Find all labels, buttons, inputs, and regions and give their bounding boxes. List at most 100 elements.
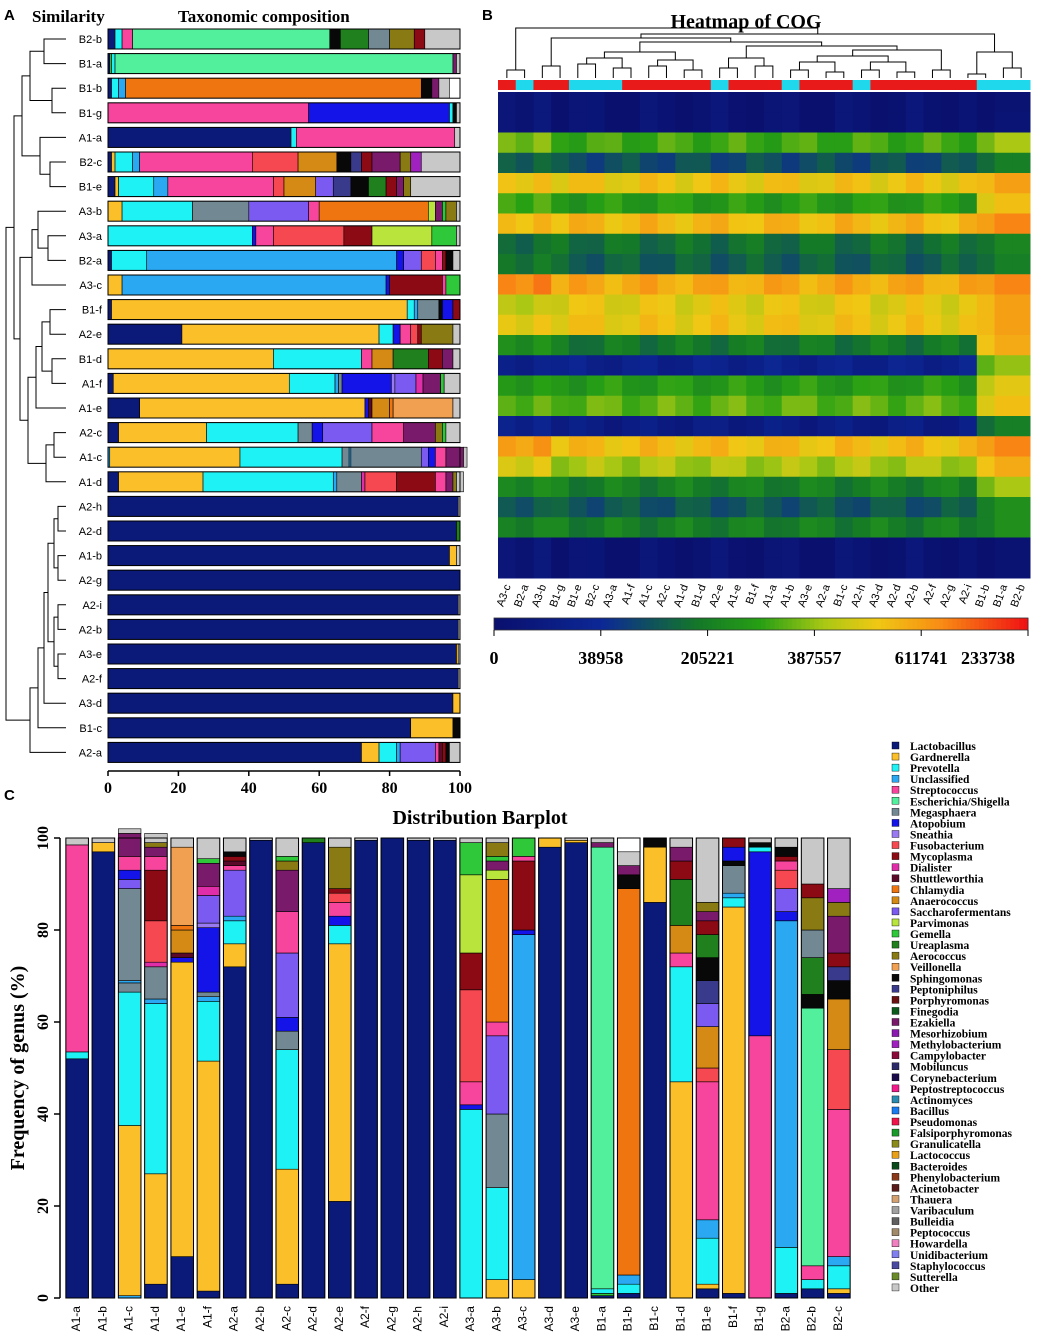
- colorbar-step: [667, 618, 673, 630]
- colorbar-step: [636, 618, 642, 630]
- a-bar-segment: [111, 299, 408, 320]
- legend-label: Lactobacillus: [910, 741, 976, 753]
- heatmap-cell: [888, 456, 907, 478]
- legend-swatch: [891, 1029, 900, 1037]
- heatmap-cell: [817, 112, 836, 133]
- heatmap-cell: [551, 173, 570, 194]
- legend-swatch: [891, 1062, 900, 1070]
- a-bar-segment: [449, 102, 454, 124]
- heatmap-cell: [728, 193, 747, 214]
- heatmap-cell: [870, 416, 889, 437]
- a-bar-segment: [454, 127, 461, 148]
- a-bar-segment: [403, 250, 422, 271]
- c-bar-segment: [695, 957, 720, 981]
- heatmap-cell: [799, 355, 818, 376]
- legend-label: Peptoniphilus: [910, 984, 978, 996]
- heatmap-cell: [888, 112, 907, 133]
- heatmap-cell: [799, 213, 818, 235]
- a-bar-segment: [192, 200, 250, 222]
- c-bar-segment: [669, 846, 693, 862]
- heatmap-cell: [639, 213, 659, 235]
- a-bar-segment: [107, 619, 459, 640]
- c-bar-segment: [774, 1293, 798, 1299]
- heatmap-cell: [799, 193, 818, 214]
- heatmap-cell: [586, 395, 605, 417]
- panel-a-letter: A: [4, 7, 15, 24]
- c-bar-outline: [196, 837, 221, 1299]
- heatmap-cell: [923, 314, 942, 336]
- heatmap-cell: [568, 254, 588, 275]
- colorbar-step: [676, 618, 682, 630]
- colorbar-step: [872, 618, 878, 630]
- heatmap-cell: [515, 476, 534, 498]
- heatmap-cell: [728, 314, 747, 336]
- a-sample-label: A1-d: [79, 477, 102, 489]
- a-x-tick-label: 80: [382, 780, 398, 797]
- a-similarity-tree: [5, 38, 66, 753]
- heatmap-cell: [941, 233, 960, 255]
- heatmap-cell: [923, 537, 942, 559]
- b-column-label: B1-a: [991, 582, 1011, 609]
- c-bar-outline: [695, 837, 720, 1299]
- c-bar-segment: [827, 1288, 851, 1294]
- heatmap-cell: [515, 274, 534, 295]
- heatmap-cell: [604, 314, 623, 336]
- heatmap-cell: [568, 92, 588, 113]
- heatmap-cell: [657, 233, 676, 255]
- b-column-label: A2-e: [707, 583, 726, 609]
- c-bar-segment: [459, 1104, 483, 1110]
- heatmap-cell: [675, 517, 694, 538]
- heatmap-cell: [498, 456, 517, 478]
- heatmap-cell: [923, 132, 942, 154]
- heatmap-cell: [568, 436, 588, 457]
- heatmap-cell: [515, 254, 534, 275]
- a-bar-segment: [371, 225, 433, 247]
- heatmap-cell: [905, 92, 925, 113]
- a-bar-segment: [297, 151, 338, 173]
- a-bar-segment: [107, 151, 112, 173]
- c-bar-segment: [748, 837, 772, 843]
- heatmap-cell: [852, 497, 871, 518]
- heatmap-cell: [568, 476, 588, 498]
- a-bar-segment: [118, 77, 126, 99]
- heatmap-cell: [852, 557, 871, 579]
- a-bar-segment: [107, 520, 457, 542]
- a-bar-segment: [385, 274, 390, 296]
- heatmap-cell: [1012, 274, 1031, 295]
- colorbar-step: [698, 618, 704, 630]
- b-column-label: A2-h: [849, 583, 868, 609]
- heatmap-cell: [941, 254, 960, 275]
- heatmap-cell: [764, 254, 783, 275]
- a-sample-label: A3-a: [79, 231, 103, 243]
- c-bar-segment: [144, 846, 168, 857]
- heatmap-cell: [675, 375, 694, 397]
- a-bar-outline: [107, 741, 461, 763]
- a-sample-label: A3-e: [79, 649, 102, 661]
- colorbar-step: [654, 618, 660, 630]
- heatmap-cell: [746, 173, 765, 194]
- legend-swatch: [891, 1073, 900, 1082]
- c-bar-segment: [485, 869, 509, 880]
- a-bar-segment: [442, 200, 447, 222]
- heatmap-cell: [781, 335, 800, 356]
- heatmap-cell: [852, 395, 871, 417]
- heatmap-cell: [746, 152, 765, 174]
- legend-label: Prevotella: [910, 763, 960, 775]
- heatmap-cell: [764, 537, 783, 559]
- heatmap-cell: [515, 233, 534, 255]
- heatmap-cell: [533, 314, 552, 336]
- heatmap-cell: [817, 355, 836, 376]
- heatmap-cell: [905, 335, 925, 356]
- c-bar-segment: [512, 837, 536, 857]
- c-x-tick-label: A1-c: [122, 1306, 136, 1331]
- heatmap-cell: [533, 152, 552, 174]
- colorbar-step: [672, 618, 677, 630]
- heatmap-cell: [498, 537, 517, 559]
- c-bar-segment: [118, 833, 142, 857]
- a-bar-segment: [118, 176, 155, 197]
- heatmap-cell: [710, 314, 730, 336]
- c-bar-segment: [827, 1293, 851, 1299]
- heatmap-cell: [639, 537, 659, 559]
- c-bar-segment: [275, 837, 299, 857]
- heatmap-cell: [817, 294, 836, 316]
